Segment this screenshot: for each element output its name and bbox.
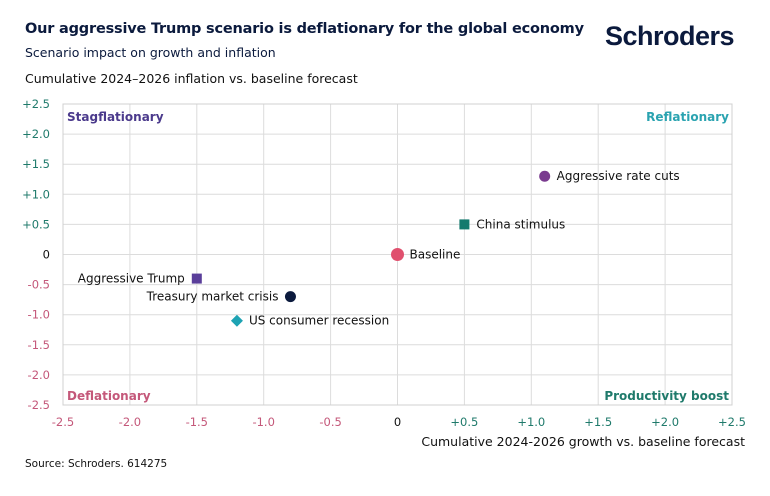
point-marker-diamond: [230, 314, 243, 327]
x-tick-label: +1.5: [584, 415, 612, 429]
source-note: Source: Schroders. 614275: [25, 458, 168, 470]
point-marker-square: [459, 219, 470, 230]
x-tick-label: -1.5: [186, 415, 208, 429]
schroders-logo: Schroders: [605, 21, 735, 51]
y-axis-title: Cumulative 2024–2026 inflation vs. basel…: [25, 71, 358, 86]
x-tick-label: +1.0: [517, 415, 545, 429]
x-tick-label: -2.0: [119, 415, 141, 429]
chart-subtitle: Scenario impact on growth and inflation: [25, 45, 276, 60]
x-tick-label: +2.5: [718, 415, 746, 429]
point-label: Baseline: [410, 248, 461, 262]
point-marker-square: [191, 273, 202, 284]
y-tick-label: -2.0: [28, 368, 50, 382]
x-axis-title: Cumulative 2024-2026 growth vs. baseline…: [421, 434, 745, 449]
y-tick-label: -2.5: [28, 398, 50, 412]
y-tick-label: +0.5: [22, 217, 50, 231]
quadrant-label: Deflationary: [67, 389, 151, 403]
point-label: Treasury market crisis: [146, 290, 279, 304]
quadrant-label: Stagflationary: [67, 110, 164, 124]
point-label: Aggressive Trump: [78, 272, 185, 286]
y-tick-label: +1.0: [22, 187, 50, 201]
y-tick-label: -0.5: [28, 278, 50, 292]
y-tick-label: -1.5: [28, 338, 50, 352]
x-tick-label: +0.5: [450, 415, 478, 429]
plot-border: [62, 103, 733, 406]
point-marker-circle: [284, 291, 296, 303]
quadrant-labels: Stagflationary Reflationary Deflationary Pr…: [67, 110, 729, 403]
x-tick-label: +2.0: [651, 415, 679, 429]
quadrant-label: Reflationary: [646, 110, 729, 124]
y-tick-label: -1.0: [28, 308, 50, 322]
y-tick-label: +2.0: [22, 127, 50, 141]
chart-title: Our aggressive Trump scenario is deflati…: [25, 21, 584, 37]
point-label: Aggressive rate cuts: [557, 169, 680, 183]
y-tick-label: +1.5: [22, 157, 50, 171]
point-marker-circle: [391, 248, 404, 261]
data-points: Aggressive rate cuts China stimulus Baseli…: [78, 169, 680, 327]
grid-lines: [62, 103, 733, 406]
x-tick-label: 0: [394, 415, 401, 429]
quadrant-label: Productivity boost: [604, 389, 729, 403]
x-tick-label: -2.5: [52, 415, 74, 429]
y-tick-label: 0: [43, 248, 50, 262]
point-marker-circle: [539, 170, 551, 182]
point-label: US consumer recession: [249, 314, 389, 328]
point-label: China stimulus: [476, 217, 565, 231]
x-tick-label: -1.0: [252, 415, 274, 429]
x-tick-label: -0.5: [319, 415, 341, 429]
y-axis-ticks: +2.5 +2.0 +1.5 +1.0 +0.5 0 -0.5 -1.0 -1.5 -2.0 -2.…: [22, 97, 50, 412]
x-axis-ticks: -2.5 -2.0 -1.5 -1.0 -0.5 0 +0.5 +1.0 +1.5 +2.0 +2.…: [52, 415, 746, 429]
y-tick-label: +2.5: [22, 97, 50, 111]
